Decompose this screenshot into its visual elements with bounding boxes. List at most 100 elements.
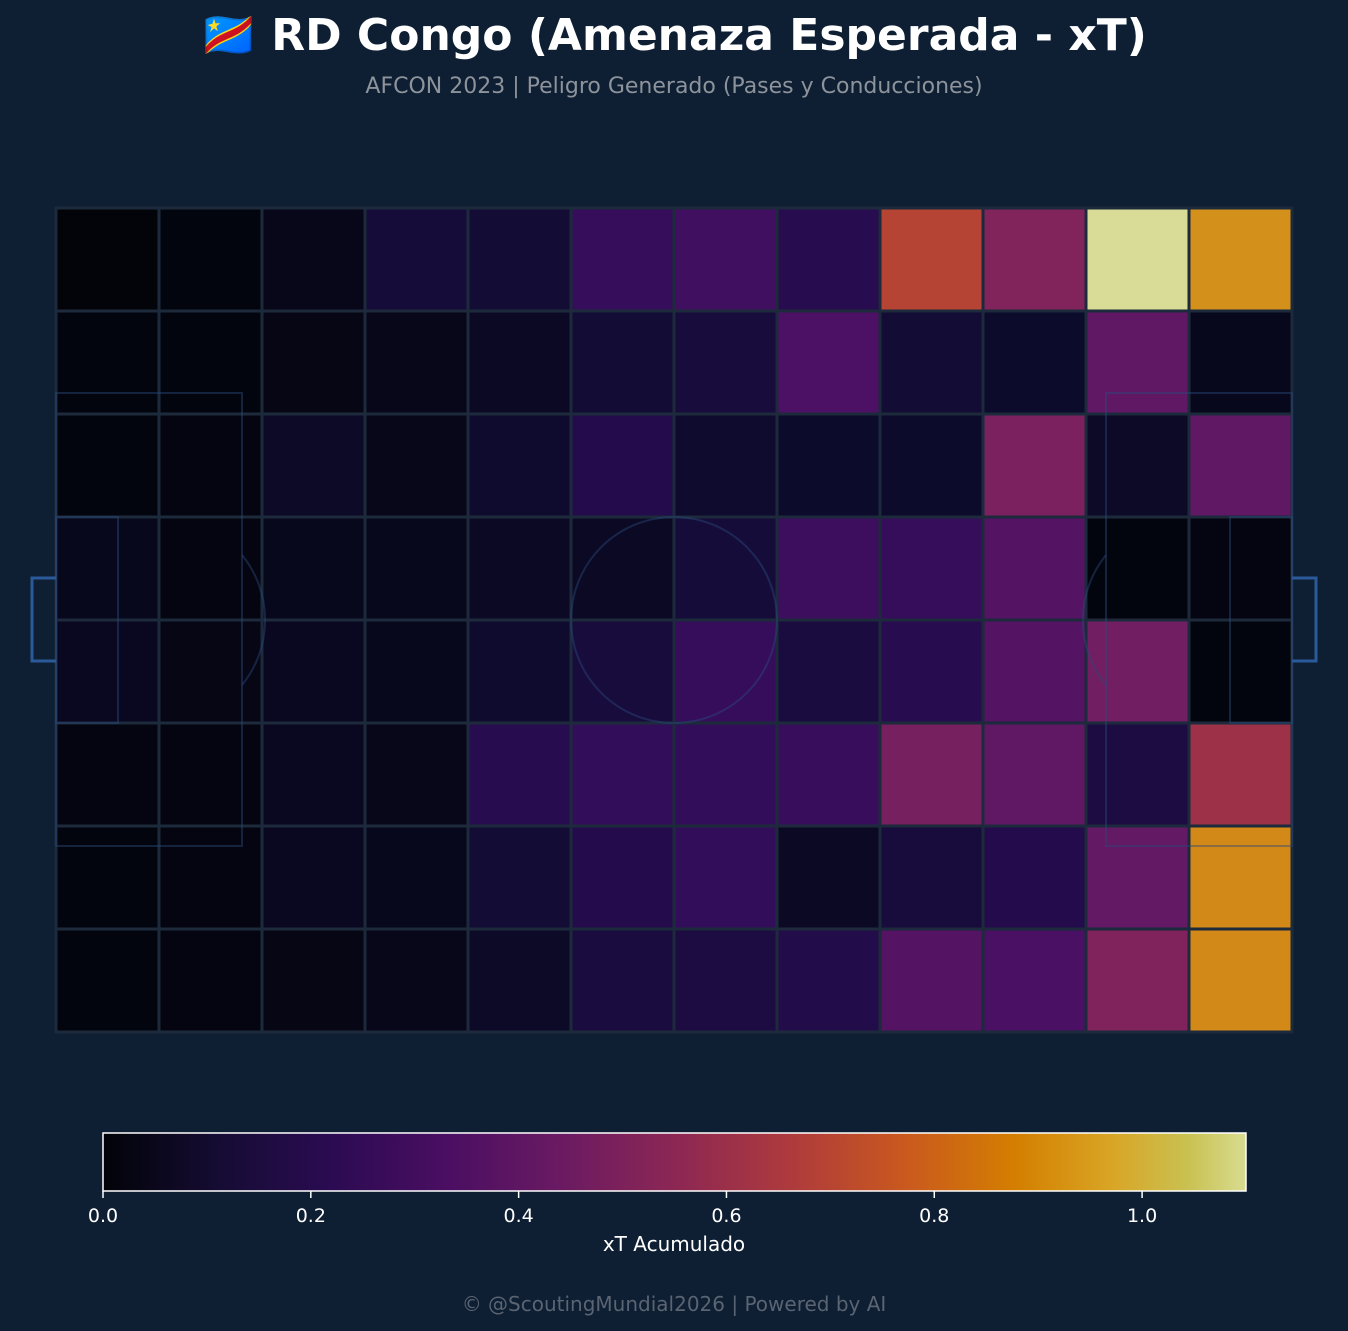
heatmap-cell-r4-c9 — [981, 618, 1088, 725]
colorbar-tick-label: 0.0 — [88, 1205, 118, 1227]
heatmap-cell-r2-c2 — [260, 412, 367, 519]
chart-subtitle: AFCON 2023 | Peligro Generado (Pases y C… — [365, 74, 983, 99]
heatmap-cell-r1-c5 — [569, 309, 676, 416]
heatmap-cell-r4-c11 — [1187, 618, 1294, 725]
heatmap-cell-r7-c10 — [1084, 927, 1191, 1034]
heatmap-cell-r7-c1 — [157, 927, 264, 1034]
heatmap-cell-r5-c6 — [672, 721, 779, 828]
heatmap-cell-r3-c8 — [878, 515, 985, 622]
heatmap-cell-r7-c5 — [569, 927, 676, 1034]
right-penalty-box — [1105, 392, 1293, 847]
heatmap-cell-r0-c8 — [878, 206, 985, 313]
heatmap-cell-r2-c4 — [466, 412, 573, 519]
heatmap-cell-r2-c7 — [775, 412, 882, 519]
heatmap-cell-r7-c2 — [260, 927, 367, 1034]
heatmap-cell-r5-c7 — [775, 721, 882, 828]
heatmap-cell-r3-c3 — [363, 515, 470, 622]
heatmap-cell-r1-c8 — [878, 309, 985, 416]
left-penalty-box — [55, 392, 243, 847]
heatmap-cell-r0-c5 — [569, 206, 676, 313]
heatmap-cell-r5-c11 — [1187, 721, 1294, 828]
heatmap-cells — [54, 206, 1294, 1034]
heatmap-cell-r0-c10 — [1084, 206, 1191, 313]
chart-title: 🇨🇩 RD Congo (Amenaza Esperada - xT) — [201, 10, 1147, 61]
heatmap-cell-r0-c7 — [775, 206, 882, 313]
heatmap-cell-r7-c7 — [775, 927, 882, 1034]
heatmap-cell-r3-c4 — [466, 515, 573, 622]
heatmap-cell-r4-c4 — [466, 618, 573, 725]
heatmap-cell-r1-c1 — [157, 309, 264, 416]
heatmap-cell-r1-c0 — [54, 309, 161, 416]
colorbar-tick-label: 0.6 — [711, 1205, 741, 1227]
heatmap-cell-r2-c10 — [1084, 412, 1191, 519]
heatmap-cell-r5-c10 — [1084, 721, 1191, 828]
right-penalty-arc — [1081, 554, 1107, 686]
heatmap-cell-r6-c3 — [363, 824, 470, 931]
heatmap-cell-r6-c8 — [878, 824, 985, 931]
heatmap-cell-r6-c5 — [569, 824, 676, 931]
heatmap-cell-r1-c3 — [363, 309, 470, 416]
heatmap-cell-r6-c2 — [260, 824, 367, 931]
heatmap-cell-r6-c11 — [1187, 824, 1294, 931]
heatmap-cell-r0-c2 — [260, 206, 367, 313]
heatmap-cell-r4-c8 — [878, 618, 985, 725]
heatmap-cell-r5-c8 — [878, 721, 985, 828]
heatmap-cell-r0-c9 — [981, 206, 1088, 313]
footer-credit: © @ScoutingMundial2026 | Powered by AI — [461, 1292, 887, 1316]
heatmap-cell-r7-c11 — [1187, 927, 1294, 1034]
heatmap-cell-r6-c6 — [672, 824, 779, 931]
heatmap-cell-r1-c4 — [466, 309, 573, 416]
heatmap-cell-r4-c3 — [363, 618, 470, 725]
heatmap-cell-r7-c6 — [672, 927, 779, 1034]
heatmap-cell-r2-c3 — [363, 412, 470, 519]
heatmap-cell-r2-c6 — [672, 412, 779, 519]
heatmap-cell-r3-c0 — [54, 515, 161, 622]
heatmap-cell-r7-c4 — [466, 927, 573, 1034]
right-goal — [1292, 576, 1318, 663]
heatmap-cell-r4-c7 — [775, 618, 882, 725]
heatmap-cell-r6-c9 — [981, 824, 1088, 931]
heatmap-cell-r1-c7 — [775, 309, 882, 416]
heatmap-cell-r5-c5 — [569, 721, 676, 828]
heatmap-cell-r2-c0 — [54, 412, 161, 519]
heatmap-cell-r4-c10 — [1084, 618, 1191, 725]
heatmap-cell-r1-c2 — [260, 309, 367, 416]
heatmap-cell-r4-c0 — [54, 618, 161, 725]
heatmap-cell-r3-c11 — [1187, 515, 1294, 622]
colorbar-ticks: 0.0 0.2 0.4 0.6 0.8 1.0 — [88, 1191, 1157, 1227]
heatmap-cell-r3-c10 — [1084, 515, 1191, 622]
heatmap-cell-r2-c11 — [1187, 412, 1294, 519]
heatmap-cell-r0-c11 — [1187, 206, 1294, 313]
colorbar-label: xT Acumulado — [602, 1232, 746, 1256]
heatmap-cell-r2-c1 — [157, 412, 264, 519]
colorbar-tick-label: 0.2 — [296, 1205, 326, 1227]
colorbar — [102, 1132, 1247, 1192]
heatmap-cell-r1-c11 — [1187, 309, 1294, 416]
heatmap-cell-r4-c2 — [260, 618, 367, 725]
heatmap-cell-r2-c9 — [981, 412, 1088, 519]
heatmap-cell-r1-c9 — [981, 309, 1088, 416]
colorbar-tick-label: 1.0 — [1127, 1205, 1157, 1227]
center-circle — [570, 516, 778, 724]
heatmap-cell-r6-c4 — [466, 824, 573, 931]
heatmap-cell-r6-c0 — [54, 824, 161, 931]
heatmap-cell-r4-c6 — [672, 618, 779, 725]
heatmap-cell-r5-c2 — [260, 721, 367, 828]
heatmap-cell-r0-c3 — [363, 206, 470, 313]
heatmap-cell-r6-c1 — [157, 824, 264, 931]
heatmap-cell-r0-c4 — [466, 206, 573, 313]
heatmap-cell-r3-c1 — [157, 515, 264, 622]
heatmap-cell-r3-c5 — [569, 515, 676, 622]
colorbar-tick-label: 0.8 — [919, 1205, 949, 1227]
heatmap-cell-r2-c8 — [878, 412, 985, 519]
heatmap-cell-r5-c1 — [157, 721, 264, 828]
heatmap-cell-r0-c0 — [54, 206, 161, 313]
heatmap-cell-r0-c1 — [157, 206, 264, 313]
heatmap-cell-r3-c9 — [981, 515, 1088, 622]
heatmap-cell-r4-c5 — [569, 618, 676, 725]
heatmap-cell-r2-c5 — [569, 412, 676, 519]
colorbar-tick-label: 0.4 — [504, 1205, 534, 1227]
heatmap-cell-r7-c0 — [54, 927, 161, 1034]
left-penalty-arc — [241, 554, 267, 686]
heatmap-cell-r5-c4 — [466, 721, 573, 828]
